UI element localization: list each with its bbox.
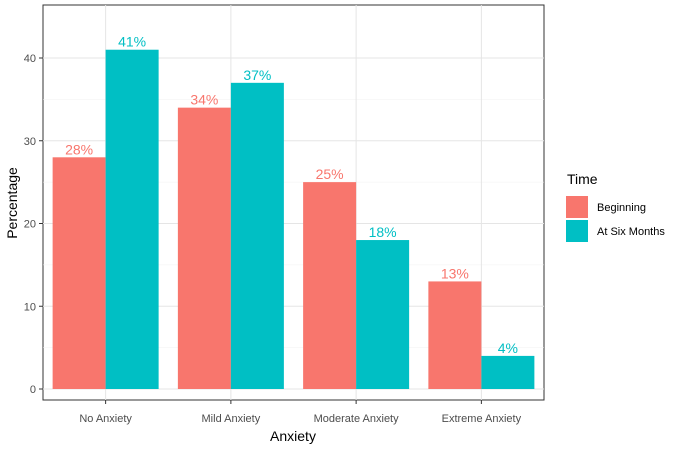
bars	[52, 49, 535, 390]
bar-beginning-mild-anxiety	[177, 107, 231, 390]
y-tick-label: 20	[24, 219, 36, 231]
x-tick-label-extreme-anxiety: Extreme Anxiety	[442, 413, 522, 425]
legend-title: Time	[567, 171, 598, 187]
data-label-beginning-moderate-anxiety: 25%	[316, 166, 344, 182]
data-label-at-six-months-moderate-anxiety: 18%	[369, 224, 397, 240]
bar-at-six-months-extreme-anxiety	[481, 355, 535, 389]
bar-beginning-extreme-anxiety	[428, 281, 482, 389]
data-label-at-six-months-no-anxiety: 41%	[118, 34, 146, 50]
x-tick-label-no-anxiety: No Anxiety	[79, 413, 132, 425]
legend-swatch-beginning	[566, 196, 588, 218]
y-axis-ticks: 0 10 20 30 40	[24, 53, 43, 396]
data-label-beginning-extreme-anxiety: 13%	[441, 265, 469, 281]
y-axis-title: Percentage	[4, 167, 20, 239]
bar-at-six-months-mild-anxiety	[230, 82, 284, 389]
y-tick-label: 10	[24, 301, 36, 313]
x-axis-ticks: No Anxiety Mild Anxiety Moderate Anxiety Ex…	[79, 400, 522, 425]
legend-swatch-at-six-months	[566, 220, 588, 242]
y-tick-label: 0	[30, 384, 36, 396]
legend: Time Beginning At Six Months	[566, 171, 665, 242]
bar-beginning-moderate-anxiety	[303, 182, 357, 389]
x-axis-title: Anxiety	[270, 428, 316, 444]
data-label-beginning-mild-anxiety: 34%	[190, 92, 218, 108]
x-tick-label-moderate-anxiety: Moderate Anxiety	[314, 413, 399, 425]
data-label-at-six-months-extreme-anxiety: 4%	[498, 340, 518, 356]
bar-beginning-no-anxiety	[52, 157, 106, 389]
x-tick-label-mild-anxiety: Mild Anxiety	[202, 413, 261, 425]
data-labels: 28% 34% 25% 13% 41% 37% 18% 4%	[65, 34, 518, 356]
y-tick-label: 30	[24, 136, 36, 148]
bar-at-six-months-moderate-anxiety	[356, 240, 410, 389]
data-label-at-six-months-mild-anxiety: 37%	[243, 67, 271, 83]
bar-at-six-months-no-anxiety	[105, 49, 159, 389]
y-tick-label: 40	[24, 53, 36, 65]
data-label-beginning-no-anxiety: 28%	[65, 141, 93, 157]
legend-label-beginning: Beginning	[597, 202, 646, 214]
legend-label-at-six-months: At Six Months	[597, 226, 665, 238]
